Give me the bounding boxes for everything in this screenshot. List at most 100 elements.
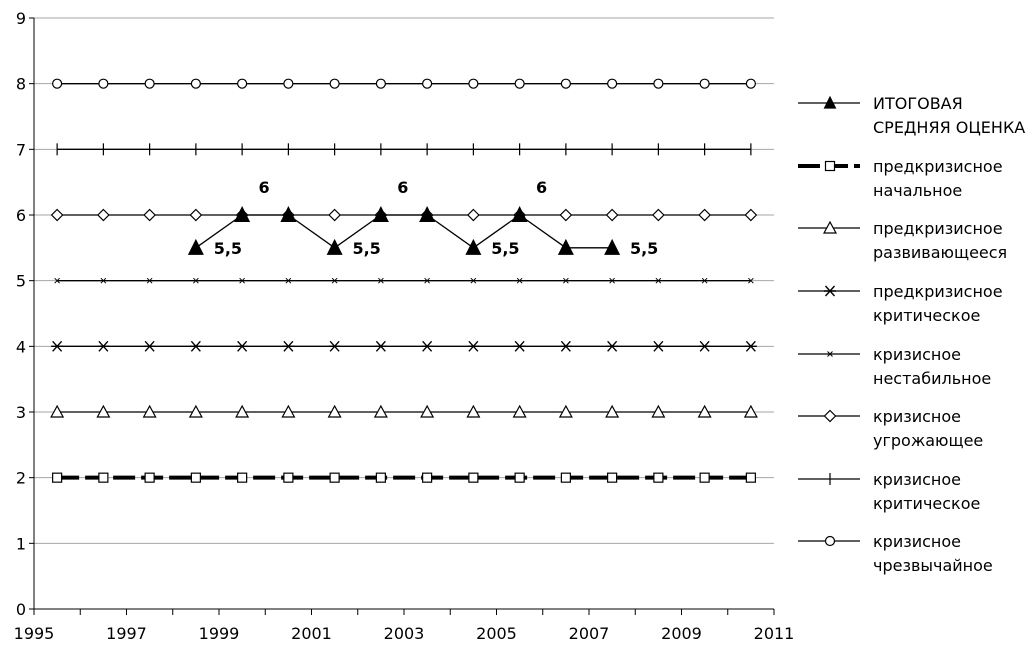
data-point <box>50 208 64 222</box>
data-point <box>329 78 340 89</box>
legend-item: предкризисное критическое <box>798 282 1003 325</box>
data-point <box>697 404 712 418</box>
data-point <box>698 208 711 222</box>
legend: ИТОГОВАЯ СРЕДНЯЯ ОЦЕНКА предкризисное начал… <box>798 94 1025 575</box>
legend-item: предкризисное развивающееся <box>798 219 1007 262</box>
legend-label: кризисное <box>873 532 961 551</box>
data-point <box>563 277 569 284</box>
data-point <box>378 277 384 284</box>
data-point <box>653 472 664 483</box>
data-point <box>745 78 756 89</box>
data-point <box>466 404 481 418</box>
series-7 <box>52 78 756 89</box>
data-label: 6 <box>536 178 547 197</box>
legend-item: ИТОГОВАЯ СРЕДНЯЯ ОЦЕНКА <box>798 94 1025 137</box>
data-point <box>239 277 245 284</box>
data-point <box>609 277 615 284</box>
data-point <box>331 277 338 284</box>
y-tick-label: 2 <box>16 469 26 488</box>
series-4 <box>54 277 754 284</box>
data-point <box>234 206 251 222</box>
y-tick-label: 4 <box>16 337 26 356</box>
data-point <box>467 340 480 352</box>
data-point <box>329 472 340 483</box>
legend-label: начальное <box>873 181 962 200</box>
data-label: 5,5 <box>214 239 242 258</box>
data-point <box>98 472 109 483</box>
data-point <box>97 208 110 222</box>
data-point <box>283 78 294 89</box>
legend-marker <box>823 409 837 423</box>
data-point <box>468 78 479 89</box>
legend-label: кризисное <box>873 407 961 426</box>
data-point <box>190 472 201 483</box>
data-label: 5,5 <box>630 239 658 258</box>
data-point <box>142 404 157 418</box>
data-point <box>327 404 342 418</box>
data-point <box>143 340 156 352</box>
x-tick-label: 2001 <box>291 624 332 643</box>
data-point <box>50 404 65 418</box>
legend-label: кризисное <box>873 345 961 364</box>
data-point <box>606 340 619 352</box>
y-tick-label: 5 <box>16 272 26 291</box>
data-point <box>375 472 386 483</box>
y-tick-label: 6 <box>16 206 26 225</box>
data-point <box>607 78 618 89</box>
data-point <box>511 206 528 222</box>
x-tick-label: 2007 <box>569 624 610 643</box>
legend-label: нестабильное <box>873 369 991 388</box>
data-point <box>419 206 436 222</box>
data-point <box>235 404 250 418</box>
x-tick-label: 2011 <box>754 624 795 643</box>
data-point <box>97 340 110 352</box>
data-point <box>189 208 203 222</box>
y-tick-label: 1 <box>16 534 26 553</box>
data-point <box>560 78 571 89</box>
legend-label: развивающееся <box>873 243 1007 262</box>
data-point <box>745 472 756 483</box>
x-tick-label: 2009 <box>661 624 702 643</box>
data-point <box>188 404 203 418</box>
legend-label: предкризисное <box>873 282 1003 301</box>
legend-label: кризисное <box>873 470 961 489</box>
data-point <box>744 208 758 222</box>
series-line <box>195 214 613 249</box>
legend-label: предкризисное <box>873 219 1003 238</box>
series-0 <box>187 206 621 255</box>
data-point <box>651 404 666 418</box>
data-point <box>51 340 64 352</box>
data-point <box>560 472 571 483</box>
legend-item: предкризисное начальное <box>798 157 1003 200</box>
data-point <box>655 277 662 284</box>
data-point <box>374 340 387 352</box>
data-point <box>146 277 153 284</box>
data-point <box>652 208 665 222</box>
data-point <box>701 277 708 284</box>
legend-marker <box>823 95 837 109</box>
legend-label: СРЕДНЯЯ ОЦЕНКА <box>873 118 1025 137</box>
legend-item: кризисное угрожающее <box>798 407 983 450</box>
data-point <box>424 277 430 284</box>
data-point <box>652 340 665 352</box>
data-point <box>514 472 525 483</box>
data-point <box>465 238 482 255</box>
series-2 <box>50 404 758 418</box>
data-point <box>604 238 621 255</box>
data-point <box>281 404 296 418</box>
data-point <box>236 340 249 352</box>
data-point <box>328 208 341 222</box>
data-point <box>699 78 710 89</box>
legend-label: предкризисное <box>873 157 1003 176</box>
data-point <box>190 78 201 89</box>
data-label: 6 <box>259 178 270 197</box>
data-point <box>748 277 754 284</box>
data-point <box>559 208 573 222</box>
legend-label: ИТОГОВАЯ <box>873 94 963 113</box>
x-tick-label: 1997 <box>106 624 147 643</box>
data-label: 5,5 <box>491 239 519 258</box>
data-point <box>422 78 433 89</box>
data-point <box>514 78 525 89</box>
series-3 <box>51 340 757 352</box>
